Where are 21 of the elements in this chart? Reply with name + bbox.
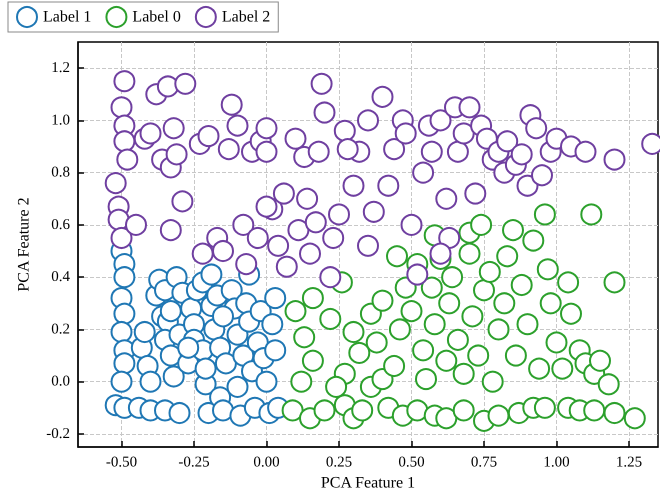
x-tick-label: 1.00	[543, 454, 570, 470]
y-tick-label: 0.8	[51, 164, 70, 181]
y-tick-label: 1.0	[51, 112, 70, 128]
y-axis-title: PCA Feature 2	[16, 197, 32, 292]
legend-label: Label 0	[132, 8, 181, 26]
x-tick-label: 0.50	[398, 454, 425, 470]
y-tick-label: 0.6	[51, 216, 70, 233]
x-tick-label: 0.00	[253, 454, 280, 470]
x-tick-label: 0.75	[470, 454, 498, 470]
x-tick-label: -0.50	[106, 454, 138, 470]
y-tick-label: -0.2	[46, 426, 70, 442]
y-tick-label: 0.0	[51, 374, 70, 390]
x-tick-label: 0.25	[326, 454, 352, 470]
y-tick-label: 1.2	[51, 60, 70, 76]
legend-label: Label 1	[43, 8, 92, 26]
y-tick-label: 0.2	[51, 321, 70, 338]
x-axis-title: PCA Feature 1	[320, 474, 416, 492]
x-tick-label: -0.25	[178, 454, 210, 470]
legend-label: Label 2	[222, 8, 270, 26]
y-tick-label: 0.4	[51, 269, 70, 286]
x-tick-label: 1.25	[616, 454, 642, 470]
